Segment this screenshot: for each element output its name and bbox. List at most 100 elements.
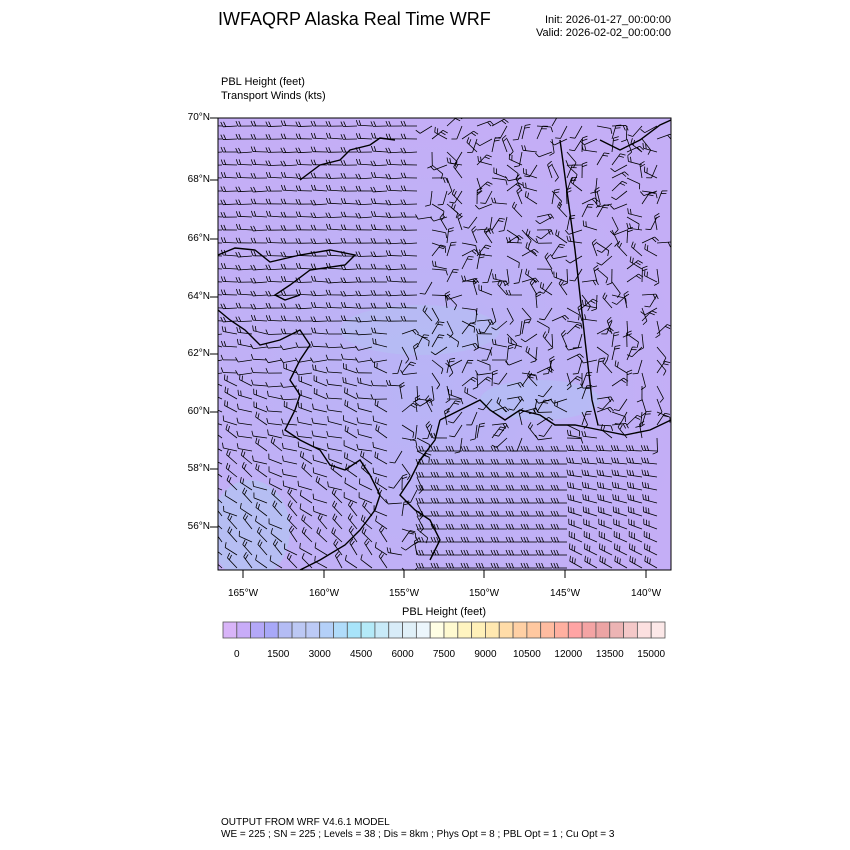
wind-barb [544, 252, 553, 270]
wind-barb [483, 226, 493, 244]
wind-barb [504, 359, 523, 366]
wind-barb [568, 531, 583, 543]
wind-barb [355, 316, 373, 323]
wind-barb [218, 216, 223, 218]
wind-barb [340, 315, 358, 322]
wind-barb [490, 523, 507, 530]
wind-barb [240, 449, 253, 465]
wind-barb [325, 277, 343, 284]
colorbar-swatch [485, 621, 500, 639]
wind-barb [626, 346, 643, 358]
wind-barb [461, 376, 478, 387]
wind-barb [340, 277, 358, 283]
wind-barb [235, 186, 253, 193]
wind-barb [250, 159, 268, 166]
wind-barb [325, 328, 343, 335]
wind-barb [514, 320, 523, 337]
wind-barb [521, 145, 538, 153]
wind-barb [256, 526, 268, 543]
wind-barb [344, 399, 358, 413]
wind-barb [430, 346, 448, 356]
lat-label: 62°N [187, 348, 210, 359]
wind-barb [225, 462, 238, 478]
wind-barb [218, 487, 223, 491]
wind-barb [451, 202, 463, 218]
wind-barb [508, 153, 523, 166]
wind-barb [326, 132, 343, 140]
wind-barb [310, 224, 328, 231]
wind-barb [235, 237, 253, 244]
wind-barb [224, 400, 238, 413]
wind-barb [521, 372, 538, 381]
wind-barb [299, 450, 313, 465]
wind-barb [225, 424, 238, 439]
wind-barb [611, 411, 626, 423]
wind-barb [243, 551, 253, 569]
wind-barb [280, 263, 298, 270]
wind-barb [224, 386, 238, 400]
wind-barb [328, 453, 343, 465]
wind-barb [280, 344, 298, 351]
wind-barb [506, 255, 520, 269]
wind-barb [271, 488, 283, 504]
wind-barb [312, 364, 328, 374]
wind-barb [310, 290, 328, 297]
wind-barb [235, 316, 253, 323]
wind-barb [385, 224, 403, 231]
colorbar-swatch [609, 621, 624, 639]
plot-title: IWFAQRP Alaska Real Time WRF [218, 9, 491, 29]
wind-barb [265, 134, 283, 140]
wind-barb [491, 137, 501, 153]
wind-barb [355, 329, 373, 336]
wind-barb [295, 147, 313, 154]
wind-barb [572, 333, 583, 349]
colorbar-swatch [360, 621, 376, 639]
wind-barb [227, 552, 238, 569]
wind-barb [425, 395, 433, 413]
wind-barb [355, 263, 373, 270]
wind-barb [566, 353, 584, 361]
colorbar-label: 9000 [474, 649, 497, 660]
wind-barb [235, 223, 253, 231]
wind-barb [475, 510, 492, 517]
wind-barb [445, 359, 463, 367]
wind-barb [596, 357, 605, 374]
wind-barb [460, 536, 477, 543]
wind-barb [355, 276, 373, 283]
wind-barb [550, 549, 567, 556]
wind-barb [360, 554, 373, 569]
wind-barb [482, 268, 493, 284]
wind-barb [591, 294, 598, 312]
wind-barb [610, 203, 628, 210]
wind-barb [641, 138, 652, 155]
wind-barb [358, 492, 373, 504]
wind-barb [460, 471, 477, 478]
wind-barb [218, 190, 223, 192]
wind-barb [490, 510, 507, 517]
wind-barb [237, 389, 253, 400]
wind-barb [415, 497, 432, 504]
wind-barb [349, 538, 358, 556]
wind-barb [581, 469, 598, 478]
colorbar-swatch [471, 621, 486, 639]
wind-barb [445, 562, 462, 569]
wind-barb [401, 530, 416, 543]
wind-barb [235, 370, 253, 376]
wind-barb [295, 315, 313, 322]
wind-barb [287, 487, 298, 504]
wind-barb [505, 510, 522, 517]
wind-barb [280, 315, 298, 322]
wind-barb [265, 171, 283, 179]
wind-barb [218, 281, 223, 283]
wind-barb [220, 146, 238, 153]
wind-barb [295, 133, 313, 140]
wind-barb [566, 164, 578, 179]
wind-barb [385, 316, 403, 322]
wind-barb [431, 372, 441, 390]
wind-barb [255, 411, 268, 426]
wind-barb [656, 190, 668, 205]
wind-barb [295, 224, 313, 231]
wind-barb [386, 547, 403, 556]
